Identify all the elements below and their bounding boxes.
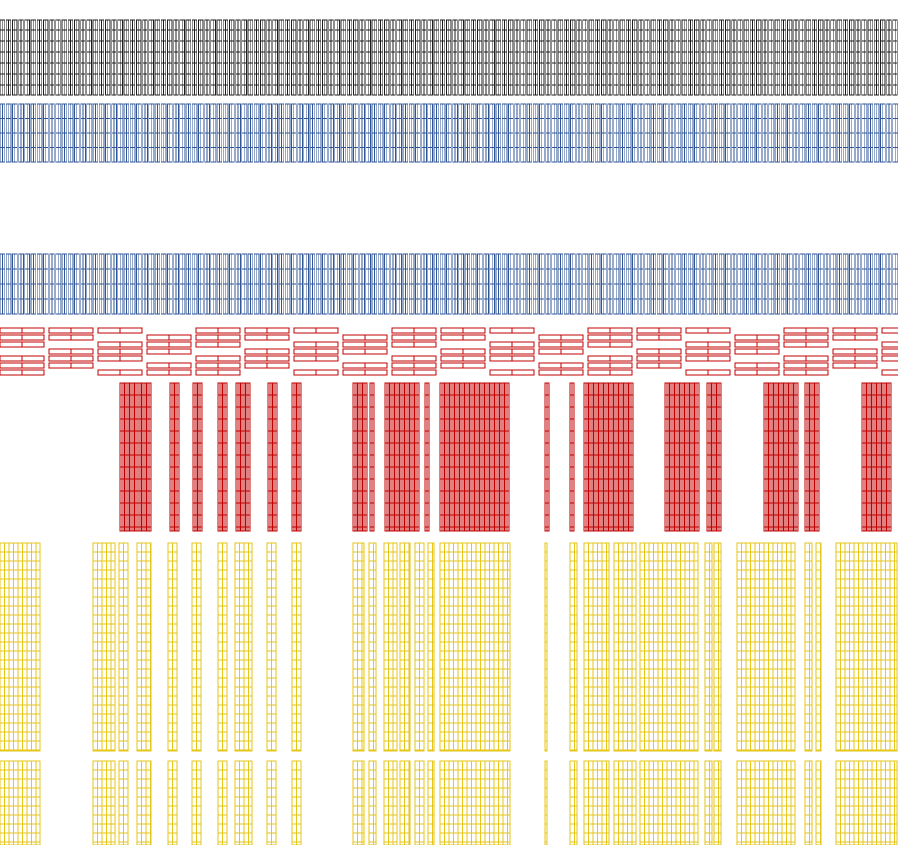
red-vertical-rack-columns bbox=[119, 382, 892, 532]
yellow-grid-row-upper bbox=[0, 542, 898, 752]
black-rack-modules bbox=[0, 19, 898, 96]
red-vertical-rack-modules bbox=[119, 382, 892, 532]
black-rack-row bbox=[0, 19, 898, 96]
red-horizontal-rack-modules bbox=[0, 327, 898, 376]
blue-rack-row-upper bbox=[0, 103, 898, 163]
yellow-grid-row-lower bbox=[0, 760, 898, 845]
blue-rack-modules-lower bbox=[0, 253, 898, 315]
yellow-grid-modules-upper bbox=[0, 542, 898, 752]
blue-rack-row-lower bbox=[0, 253, 898, 315]
yellow-grid-modules-lower bbox=[0, 760, 898, 845]
blue-rack-modules-upper bbox=[0, 103, 898, 163]
red-horizontal-rack-band bbox=[0, 327, 898, 376]
